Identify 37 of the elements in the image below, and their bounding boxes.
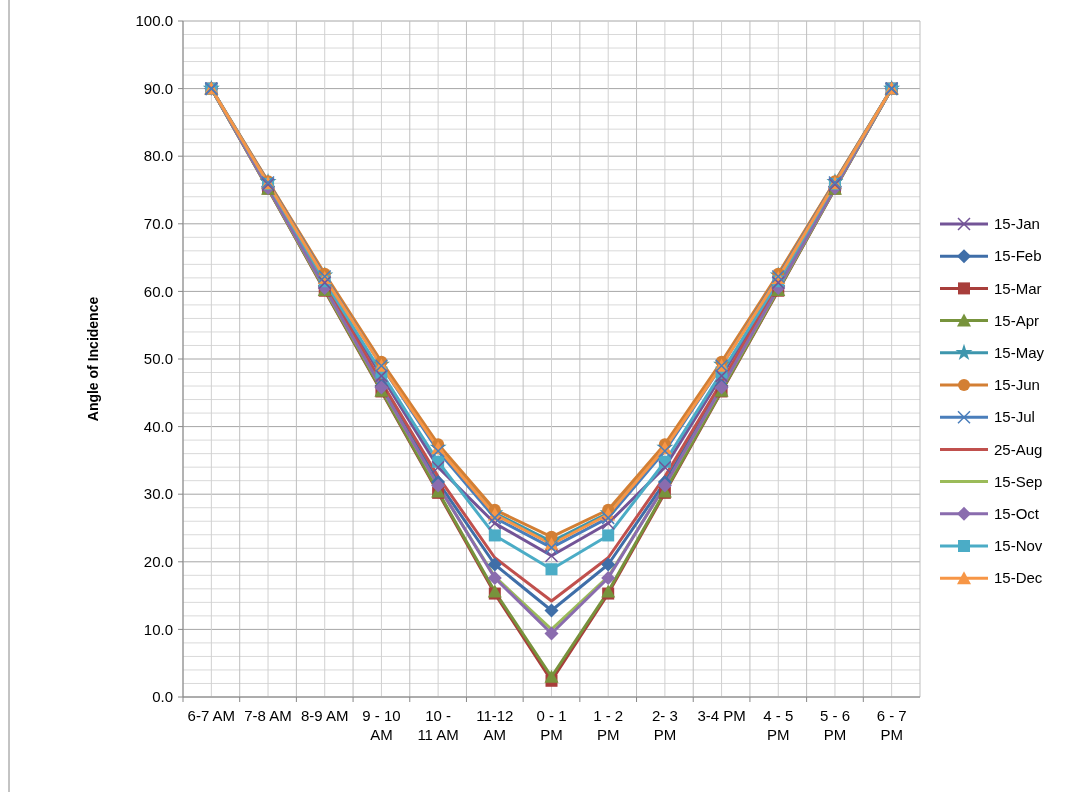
x-tick-label: 8-9 AM (300, 707, 349, 724)
legend-label: 15-Oct (994, 505, 1040, 523)
y-tick-label: 0.0 (152, 688, 173, 706)
x-tick-label: 5 - 6 PM (819, 707, 850, 743)
y-axis-title: Angle of Incidence (85, 296, 101, 422)
y-tick-label: 10.0 (143, 620, 173, 638)
x-tick-label: 6 - 7 PM (876, 707, 907, 743)
y-tick-label: 50.0 (143, 350, 173, 368)
x-tick-label: 0 - 1 PM (536, 707, 567, 743)
y-tick-label: 80.0 (143, 147, 173, 165)
legend-label: 15-Jul (994, 408, 1035, 426)
legend-label: 25-Aug (994, 440, 1043, 458)
x-tick-label: 2- 3 PM (651, 707, 678, 743)
legend-label: 15-May (994, 344, 1045, 362)
legend-label: 15-Nov (994, 537, 1043, 555)
legend-label: 15-Feb (994, 247, 1042, 265)
legend-label: 15-Jan (994, 215, 1040, 233)
x-tick-label: 7-8 AM (244, 707, 292, 724)
legend-label: 15-Mar (994, 279, 1042, 297)
x-tick-label: 10 - 11 AM (417, 707, 459, 743)
y-tick-label: 70.0 (143, 215, 173, 233)
x-tick-label: 1 - 2 PM (593, 707, 624, 743)
y-tick-label: 100.0 (135, 12, 173, 30)
legend-label: 15-Apr (994, 311, 1040, 329)
legend-label: 15-Dec (994, 569, 1043, 587)
x-tick-label: 3-4 PM (697, 707, 746, 724)
y-tick-label: 60.0 (143, 282, 173, 300)
y-tick-label: 40.0 (143, 417, 173, 435)
x-tick-label: 6-7 AM (187, 707, 236, 724)
y-tick-label: 20.0 (143, 553, 173, 571)
x-tick-label: 11-12 AM (476, 707, 514, 743)
legend-label: 15-Jun (994, 376, 1040, 394)
x-tick-label: 4 - 5 PM (763, 707, 794, 743)
y-tick-label: 30.0 (143, 485, 173, 503)
y-tick-label: 90.0 (143, 79, 173, 97)
x-tick-label: 9 - 10 AM (362, 707, 401, 743)
legend-label: 15-Sep (994, 472, 1043, 490)
